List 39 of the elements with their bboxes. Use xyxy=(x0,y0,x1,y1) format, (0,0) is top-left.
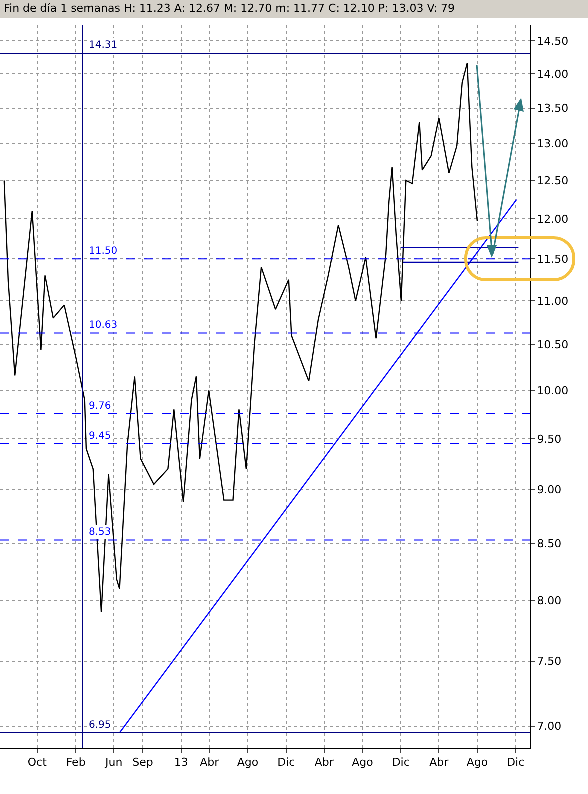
ref-line-label: 14.31 xyxy=(89,40,118,51)
line-series xyxy=(4,62,478,614)
ref-line-label: 6.95 xyxy=(89,720,112,731)
x-tick-label: Ago xyxy=(466,756,488,770)
y-tick-label: 9.00 xyxy=(537,484,562,497)
ref-line-label: 9.45 xyxy=(89,431,112,442)
y-tick-label: 14.00 xyxy=(537,68,569,81)
y-tick-label: 10.50 xyxy=(537,338,569,352)
x-tick-label: Feb xyxy=(66,756,86,770)
x-tick-label: Ago xyxy=(237,756,259,770)
y-tick-label: 8.00 xyxy=(537,594,562,608)
y-tick-label: 10.00 xyxy=(537,384,569,398)
y-tick-label: 11.00 xyxy=(537,294,569,308)
y-tick-label: 13.50 xyxy=(537,102,569,116)
chart-title: Fin de día 1 semanas H: 11.23 A: 12.67 M: 12.70 m: 11.77 C: 12.10 P: 13.03 V: 79 xyxy=(0,0,588,18)
y-tick-label: 14.50 xyxy=(537,34,569,48)
x-tick-label: Abr xyxy=(314,756,334,770)
ref-line-label: 10.63 xyxy=(89,320,118,331)
x-tick-label: Ago xyxy=(352,756,374,770)
y-tick-label: 7.50 xyxy=(537,655,562,668)
x-tick-label: Oct xyxy=(28,756,48,770)
x-tick-label: Sep xyxy=(132,756,154,770)
x-tick-label: Dic xyxy=(507,756,525,770)
x-tick-label: Jun xyxy=(104,756,123,770)
y-tick-label: 8.50 xyxy=(537,537,562,550)
y-tick-label: 7.00 xyxy=(537,720,562,734)
y-tick-label: 12.00 xyxy=(537,212,569,226)
ref-line-label: 9.76 xyxy=(89,401,112,412)
x-tick-label: Abr xyxy=(200,756,220,770)
y-tick-label: 11.50 xyxy=(537,253,569,266)
y-tick-label: 12.50 xyxy=(537,174,569,188)
x-tick-label: 13 xyxy=(174,756,188,770)
y-tick-label: 13.00 xyxy=(537,138,569,151)
x-tick-label: Dic xyxy=(392,756,410,770)
x-tick-label: Dic xyxy=(278,756,296,770)
x-tick-label: Abr xyxy=(430,756,450,770)
ref-line-label: 11.50 xyxy=(89,246,118,257)
ref-line-label: 8.53 xyxy=(89,527,112,538)
y-tick-label: 9.50 xyxy=(537,432,562,446)
